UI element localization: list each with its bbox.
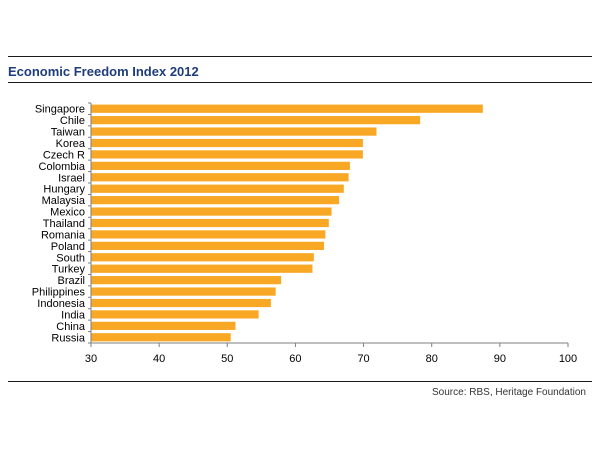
x-tick-label: 80: [426, 353, 438, 365]
category-label: Philippines: [32, 287, 86, 299]
source-note: Source: RBS, Heritage Foundation: [432, 387, 586, 398]
bar-south: [91, 253, 314, 262]
bottom-rule: [8, 381, 592, 382]
bar-malaysia: [91, 196, 340, 205]
bar-czech-r: [91, 150, 363, 159]
bar-thailand: [91, 218, 329, 228]
x-tick-label: 60: [289, 353, 301, 365]
bar-turkey: [91, 264, 313, 273]
category-label: Malaysia: [42, 195, 86, 207]
category-label: Israel: [58, 172, 85, 184]
category-label: Mexico: [50, 207, 85, 219]
bar-indonesia: [91, 298, 271, 308]
category-label: Brazil: [57, 275, 85, 287]
x-tick-label: 50: [221, 353, 233, 365]
category-label: Turkey: [52, 264, 86, 276]
top-rule: [8, 56, 592, 57]
bar-russia: [91, 333, 231, 342]
x-tick-label: 30: [85, 353, 97, 365]
x-tick-label: 100: [559, 353, 577, 365]
category-label: China: [56, 321, 86, 333]
title-rule: [8, 82, 592, 83]
bar-philippines: [91, 287, 276, 296]
x-tick-label: 70: [357, 353, 369, 365]
category-label: Hungary: [43, 184, 85, 196]
bar-korea: [91, 138, 363, 148]
chart-title: Economic Freedom Index 2012: [8, 64, 199, 79]
category-label: Indonesia: [37, 298, 86, 310]
category-label: Singapore: [35, 104, 85, 116]
category-label: India: [61, 309, 86, 321]
bar-brazil: [91, 276, 282, 285]
bar-taiwan: [91, 127, 377, 136]
bar-india: [91, 310, 259, 319]
category-label: Czech R: [43, 149, 85, 161]
bar-colombia: [91, 161, 350, 170]
category-label: Poland: [51, 241, 85, 253]
bar-china: [91, 321, 236, 330]
category-label: Taiwan: [51, 127, 85, 139]
x-tick-label: 40: [153, 353, 165, 365]
bar-israel: [91, 173, 349, 182]
bar-mexico: [91, 207, 332, 216]
category-label: Romania: [41, 229, 86, 241]
bar-romania: [91, 230, 326, 239]
category-label: Russia: [51, 332, 86, 344]
bar-singapore: [91, 104, 483, 113]
category-label: South: [56, 252, 85, 264]
category-label: Colombia: [39, 161, 86, 173]
category-label: Chile: [60, 115, 85, 127]
bar-poland: [91, 241, 325, 250]
category-label: Korea: [56, 138, 86, 150]
category-label: Thailand: [43, 218, 85, 230]
bar-hungary: [91, 184, 344, 193]
bar-chile: [91, 116, 421, 125]
x-tick-label: 90: [494, 353, 506, 365]
